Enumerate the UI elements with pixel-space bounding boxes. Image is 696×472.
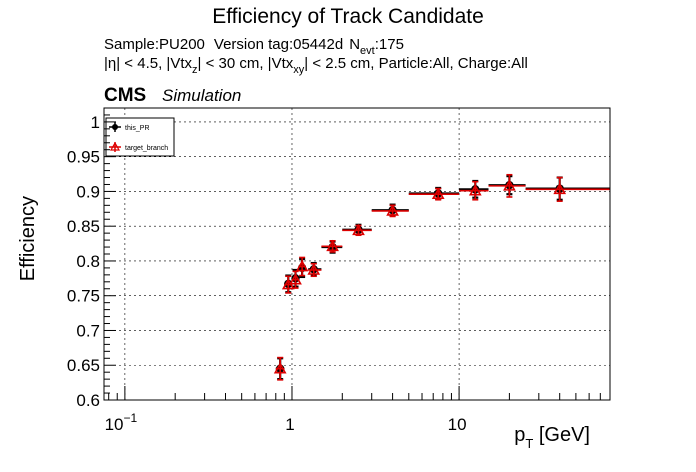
marker-triangle xyxy=(503,179,516,191)
marker-triangle xyxy=(431,187,445,200)
cut-vtxz-sub: z xyxy=(192,64,198,76)
x-axis-label-p: p xyxy=(514,424,525,446)
marker-triangle xyxy=(352,223,365,236)
data-point xyxy=(307,262,322,278)
y-tick-label: 0.8 xyxy=(76,252,100,271)
legend-entry-this_PR: this_PR xyxy=(109,122,150,132)
marker-triangle xyxy=(468,184,482,196)
data-point xyxy=(321,239,343,253)
y-tick-label: 0.85 xyxy=(67,217,100,236)
nevt-letter: N xyxy=(349,36,360,53)
x-axis-label-sub: T xyxy=(525,436,533,451)
data-point xyxy=(459,180,489,201)
x-tick-label: 10 xyxy=(448,415,467,434)
y-tick-label: 1 xyxy=(91,113,100,132)
series-target_branch xyxy=(273,173,610,381)
legend-marker-circle xyxy=(112,124,118,130)
marker-triangle xyxy=(326,239,339,252)
x-axis-label: pT [GeV] xyxy=(514,424,590,451)
marker-triangle xyxy=(273,362,287,374)
data-point xyxy=(371,204,409,218)
x-tick-label: 1 xyxy=(285,415,294,434)
sample-label: Sample:PU200 xyxy=(104,36,205,53)
marker-triangle xyxy=(386,204,399,216)
y-tick-label: 0.75 xyxy=(67,287,100,306)
x-axis-label-unit: [GeV] xyxy=(533,424,590,446)
simulation-label: Simulation xyxy=(162,86,241,105)
data-point xyxy=(289,270,302,289)
x-tick-label: 10−1 xyxy=(105,411,138,434)
legend-label: this_PR xyxy=(125,125,150,132)
subtitle-line-1: Sample:PU200 Version tag:05442d Nevt:175 xyxy=(104,36,404,57)
data-point xyxy=(342,223,372,237)
y-tick-label: 0.95 xyxy=(67,148,100,167)
marker-triangle xyxy=(289,273,302,285)
nevt-subscript: evt xyxy=(360,45,375,57)
subtitle-line-2: |η| < 4.5, |Vtxz| < 30 cm, |Vtxxy| < 2.5… xyxy=(104,55,528,76)
series-layer xyxy=(273,173,610,381)
y-axis-label: Efficiency xyxy=(17,196,39,281)
y-tick-label: 0.9 xyxy=(76,182,100,201)
legend-marker-triangle xyxy=(109,141,121,151)
y-tick-label: 0.65 xyxy=(67,356,100,375)
data-point xyxy=(295,256,309,277)
marker-triangle xyxy=(295,259,309,272)
version-label: Version tag:05442d xyxy=(214,36,343,53)
legend-label: target_branch xyxy=(125,145,168,152)
axis-ticks: 0.6 0.65 0.7 0.75 0.8 0.85 0.9 0.95 1 10−1 1 10 xyxy=(67,107,611,434)
y-tick-label: 0.6 xyxy=(76,391,100,410)
cut-rest: | < 2.5 cm, Particle:All, Charge:All xyxy=(304,55,528,72)
cut-vtxxy-sub: xy xyxy=(293,64,305,76)
legend-entry-target_branch: target_branch xyxy=(109,141,168,152)
series-this_PR xyxy=(275,175,610,381)
marker-triangle xyxy=(553,182,567,195)
data-point xyxy=(525,176,610,202)
data-point xyxy=(408,187,460,201)
marker-triangle xyxy=(307,263,321,275)
legend: this_PR target_branch xyxy=(105,117,175,157)
data-point xyxy=(488,173,526,198)
plot-frame xyxy=(103,107,611,401)
cut-vtxz: | < 30 cm, |Vtx xyxy=(198,55,294,72)
data-point xyxy=(273,356,287,381)
y-tick-label: 0.7 xyxy=(76,321,100,340)
grid xyxy=(104,108,610,401)
chart-title: Efficiency of Track Candidate xyxy=(212,5,484,28)
nevt-value: :175 xyxy=(375,36,404,53)
cms-label: CMS xyxy=(104,85,146,106)
cut-eta: |η| < 4.5, |Vtx xyxy=(104,55,192,72)
